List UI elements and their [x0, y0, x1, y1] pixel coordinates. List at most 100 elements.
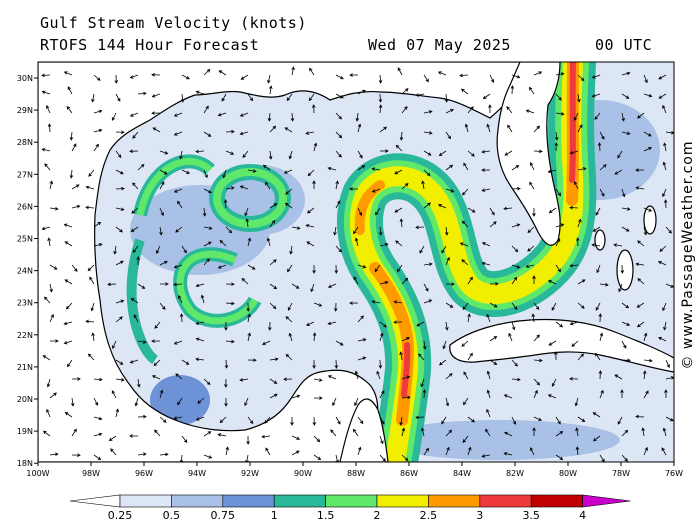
velocity-arrow	[181, 245, 187, 254]
velocity-arrow	[357, 338, 367, 342]
velocity-arrow	[93, 377, 103, 382]
velocity-arrow	[662, 427, 667, 437]
velocity-arrow	[393, 300, 403, 304]
velocity-arrow	[132, 182, 139, 190]
velocity-arrow	[575, 446, 580, 456]
velocity-arrow	[173, 282, 183, 287]
velocity-arrow	[224, 378, 228, 388]
velocity-arrow	[71, 184, 80, 190]
velocity-arrow	[203, 258, 210, 266]
velocity-arrow	[643, 147, 653, 152]
velocity-arrow	[115, 93, 121, 102]
velocity-arrow	[555, 321, 564, 328]
velocity-arrow	[327, 375, 337, 380]
velocity-arrow	[177, 397, 183, 406]
velocity-arrow	[467, 106, 474, 114]
velocity-arrow	[621, 188, 626, 198]
velocity-arrow	[115, 130, 125, 135]
velocity-arrow	[42, 430, 51, 437]
colorbar-label: 3	[476, 509, 483, 522]
velocity-arrow	[305, 223, 315, 228]
velocity-arrow	[617, 416, 623, 425]
velocity-arrow	[525, 264, 535, 269]
velocity-arrow	[617, 150, 623, 159]
velocity-arrow	[247, 237, 252, 247]
velocity-arrow	[49, 206, 59, 211]
velocity-arrow	[108, 435, 117, 442]
velocity-arrow	[665, 226, 672, 234]
velocity-arrow	[486, 408, 491, 418]
velocity-arrow	[420, 427, 425, 437]
lat-label: 24N	[17, 267, 33, 276]
velocity-arrow	[577, 74, 585, 82]
velocity-arrow	[159, 452, 169, 457]
colorbar-segment	[428, 494, 481, 508]
eddy-arc-west	[126, 238, 159, 365]
velocity-arrow	[353, 276, 359, 285]
velocity-arrow	[181, 74, 190, 80]
velocity-arrow	[555, 264, 561, 273]
velocity-arrow	[285, 316, 293, 323]
velocity-arrow	[269, 357, 279, 362]
velocity-arrow	[595, 207, 601, 216]
velocity-arrow	[247, 93, 254, 102]
velocity-arrow	[423, 169, 431, 177]
velocity-arrow	[85, 205, 95, 210]
velocity-arrow	[159, 282, 169, 286]
velocity-arrow	[643, 332, 648, 342]
velocity-arrows	[41, 66, 674, 462]
velocity-arrow	[42, 355, 51, 361]
velocity-arrow	[445, 164, 454, 171]
velocity-arrow	[269, 378, 278, 384]
velocity-arrow	[461, 220, 469, 228]
velocity-arrow	[635, 186, 645, 190]
velocity-arrow	[397, 67, 403, 76]
velocity-arrow	[247, 416, 254, 425]
velocity-arrow	[154, 321, 161, 329]
velocity-arrow	[489, 359, 498, 365]
velocity-arrow	[327, 321, 337, 326]
cuba	[449, 318, 674, 373]
velocity-arrow	[354, 370, 359, 380]
velocity-arrow	[195, 416, 205, 421]
velocity-arrow	[91, 332, 95, 342]
velocity-arrow	[621, 454, 628, 462]
velocity-arrow	[67, 359, 73, 368]
velocity-arrow	[47, 237, 51, 247]
velocity-arrow	[379, 321, 387, 328]
velocity-arrow	[481, 242, 491, 247]
velocity-arrow	[621, 207, 631, 211]
velocity-arrow	[93, 74, 101, 81]
velocity-arrow	[555, 112, 565, 116]
velocity-arrow	[112, 340, 117, 349]
colorbar-label: 4	[579, 509, 586, 522]
velocity-arrow	[415, 415, 425, 420]
velocity-arrow	[41, 90, 51, 95]
velocity-arrow	[423, 202, 431, 209]
velocity-arrow	[267, 112, 272, 122]
velocity-arrow	[527, 245, 535, 252]
velocity-arrow	[460, 88, 469, 95]
velocity-arrow	[85, 319, 95, 324]
velocity-arrow	[445, 321, 449, 331]
lat-label: 29N	[17, 106, 33, 115]
velocity-arrow	[288, 150, 293, 160]
velocity-arrow	[306, 241, 315, 247]
velocity-arrow	[662, 104, 667, 114]
velocity-arrow	[240, 74, 249, 80]
velocity-arrow	[637, 112, 645, 119]
velocity-arrow	[111, 112, 117, 121]
velocity-arrow	[401, 454, 409, 462]
lat-label: 25N	[17, 235, 33, 244]
velocity-arrow	[291, 450, 300, 456]
velocity-arrow	[637, 240, 645, 247]
velocity-arrow	[327, 283, 337, 288]
velocity-arrow	[636, 302, 645, 308]
velocity-arrow	[394, 169, 403, 175]
velocity-arrow	[107, 282, 117, 287]
velocity-arrow	[533, 378, 541, 386]
velocity-arrow	[290, 416, 294, 426]
velocity-arrow	[287, 302, 293, 311]
velocity-arrow	[423, 447, 429, 456]
velocity-arrow	[591, 93, 601, 98]
